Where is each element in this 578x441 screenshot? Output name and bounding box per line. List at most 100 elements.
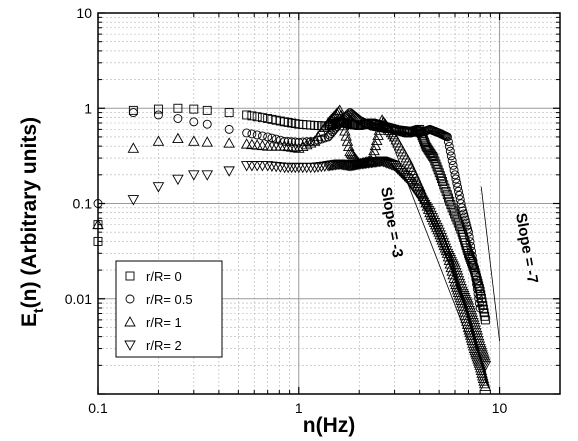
legend-items: r/R= 0 r/R= 0.5 r/R= 1 r/R= 2 [124,269,193,353]
data-point [449,265,461,277]
data-point [201,136,214,147]
data-point [450,209,459,219]
data-point [469,325,481,336]
data-point [442,132,452,142]
data-point [455,195,465,205]
data-point [454,191,464,200]
data-point [390,162,403,174]
data-point [448,160,458,170]
data-point [464,227,473,237]
data-point [467,251,477,261]
data-point [280,117,290,127]
y-tick-labels: 10 1 0.1 0.01 [65,5,92,307]
data-point [467,246,476,256]
data-point [469,260,479,270]
data-point [430,156,440,166]
data-point [438,177,447,186]
legend-marker-triangle-up [124,316,136,327]
data-point [278,140,291,151]
data-point [252,130,262,140]
data-point [300,138,313,150]
data-point [479,360,492,372]
data-point [441,186,451,196]
data-point [153,104,163,114]
data-point [335,109,347,120]
data-point [340,130,352,141]
data-point [370,134,383,145]
data-point [470,270,480,280]
data-point [445,196,455,206]
data-point [398,148,411,160]
data-point [474,362,487,373]
data-point [476,369,489,381]
data-point [443,137,453,147]
data-point [444,193,453,203]
data-point [368,144,380,156]
data-point [289,141,302,153]
data-point [189,104,199,114]
data-point [173,114,183,123]
data-markers [92,103,492,391]
data-point [453,278,466,290]
legend-label: r/R= 0.5 [146,292,193,307]
data-point [342,140,355,151]
data-point [153,110,163,120]
data-point [472,284,482,294]
slope-line-minus-7 [480,186,500,342]
data-point [432,162,442,172]
data-point [451,174,461,184]
axis-ticks [97,12,561,395]
legend-marker-square [125,271,135,281]
data-point [223,166,235,177]
data-point [353,114,363,124]
data-point [474,298,484,308]
data-point [251,139,263,150]
data-point [431,159,441,169]
data-point [471,333,484,344]
data-point [246,138,258,150]
data-point [172,174,184,186]
data-point [387,160,399,171]
data-point [201,170,214,181]
x-tick-label: 10 [492,400,508,416]
data-point [453,182,463,192]
data-point [452,276,465,287]
y-tick-label: 0.01 [65,291,92,307]
y-axis-label-main: E [18,313,41,327]
data-point [285,141,298,152]
data-point [395,142,408,154]
data-point [127,195,140,206]
data-point [202,105,212,115]
data-point [223,137,235,148]
data-point [444,141,454,151]
data-point [189,117,199,127]
data-point [476,367,488,378]
data-point [173,103,183,113]
data-point [271,134,281,144]
data-point [449,165,459,175]
data-point [242,128,252,138]
data-point [475,303,485,313]
data-point [333,104,346,115]
slope-annotation-minus-3: Slope = -3 [377,186,406,259]
data-point [257,131,267,141]
data-point [202,119,212,129]
data-point [439,180,449,190]
slope-line-minus-3 [381,117,469,341]
data-point [470,330,483,342]
data-point [472,338,485,350]
data-point [242,110,252,120]
data-point [247,111,257,121]
data-point [451,273,464,284]
data-point [252,112,262,122]
data-point [427,150,437,160]
data-point [393,139,406,151]
data-point [251,161,263,172]
data-point [446,200,456,210]
data-point [224,108,234,118]
series-3 [127,156,492,372]
data-point [478,375,490,386]
data-point [436,174,446,184]
data-point [477,372,490,383]
legend-label: r/R= 1 [146,315,182,330]
